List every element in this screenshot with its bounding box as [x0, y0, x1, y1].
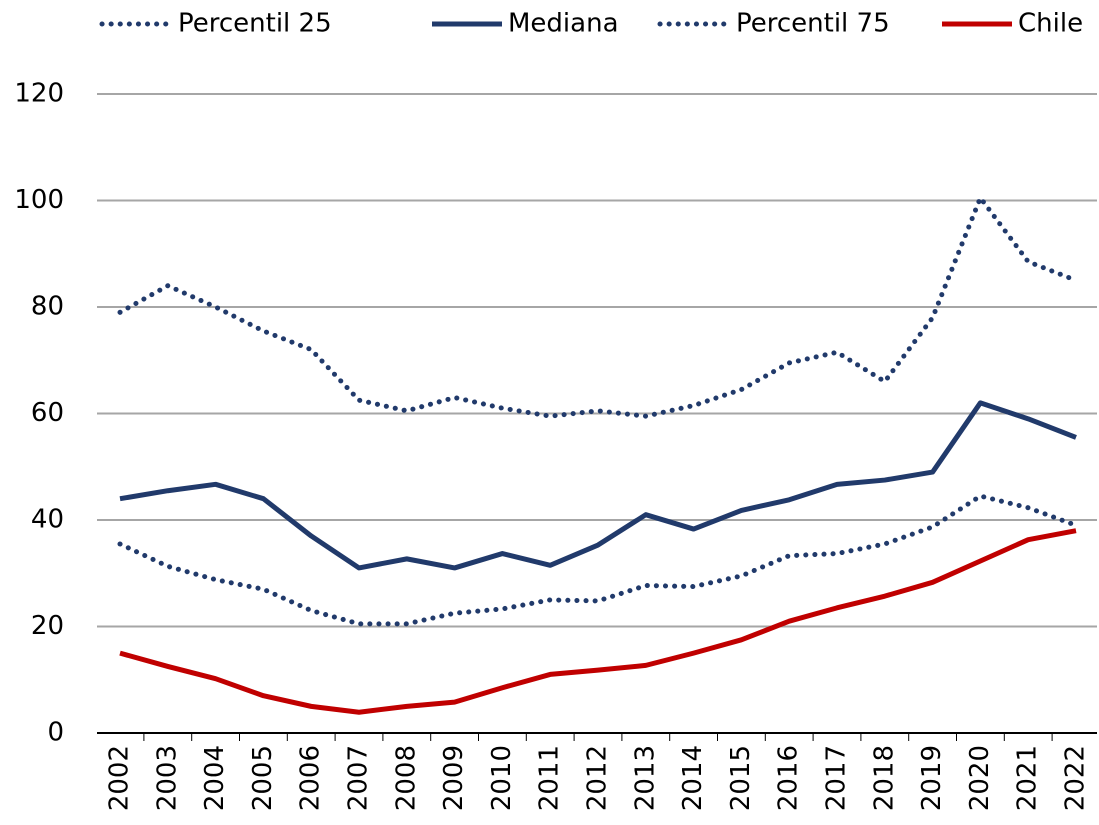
x-tick-label: 2017: [822, 745, 852, 811]
x-tick-label: 2014: [678, 745, 708, 811]
x-tick-label: 2007: [344, 745, 374, 811]
x-tick-label: 2003: [152, 745, 182, 811]
series-line: [117, 493, 1079, 627]
legend-label: Percentil 75: [736, 9, 890, 39]
y-tick-label: 20: [31, 611, 64, 641]
x-tick-label: 2022: [1061, 745, 1091, 811]
x-tick-label: 2002: [105, 745, 135, 811]
y-tick-label: 60: [31, 398, 64, 428]
x-tick-label: 2006: [296, 745, 326, 811]
x-tick-label: 2004: [200, 745, 230, 811]
y-tick-label: 40: [31, 505, 64, 535]
legend-label: Chile: [1018, 9, 1083, 39]
x-tick-label: 2012: [583, 745, 613, 811]
x-tick-label: 2016: [774, 745, 804, 811]
y-tick-label: 100: [14, 185, 64, 215]
x-tick-label: 2019: [917, 745, 947, 811]
legend-label: Percentil 25: [178, 9, 332, 39]
y-tick-label: 80: [31, 292, 64, 322]
x-tick-label: 2011: [535, 745, 565, 811]
legend-label: Mediana: [508, 9, 619, 39]
x-tick-label: 2018: [869, 745, 899, 811]
y-tick-label: 0: [47, 718, 64, 748]
x-tick-label: 2005: [248, 745, 278, 811]
series-line: [119, 528, 1077, 715]
series-line: [117, 195, 1079, 419]
x-tick-label: 2008: [391, 745, 421, 811]
series-line: [119, 400, 1077, 571]
x-tick-label: 2013: [630, 745, 660, 811]
x-tick-label: 2021: [1013, 745, 1043, 811]
y-tick-label: 120: [14, 79, 64, 109]
x-tick-label: 2015: [726, 745, 756, 811]
x-tick-label: 2020: [965, 745, 995, 811]
x-tick-label: 2009: [439, 745, 469, 811]
x-tick-label: 2010: [487, 745, 517, 811]
